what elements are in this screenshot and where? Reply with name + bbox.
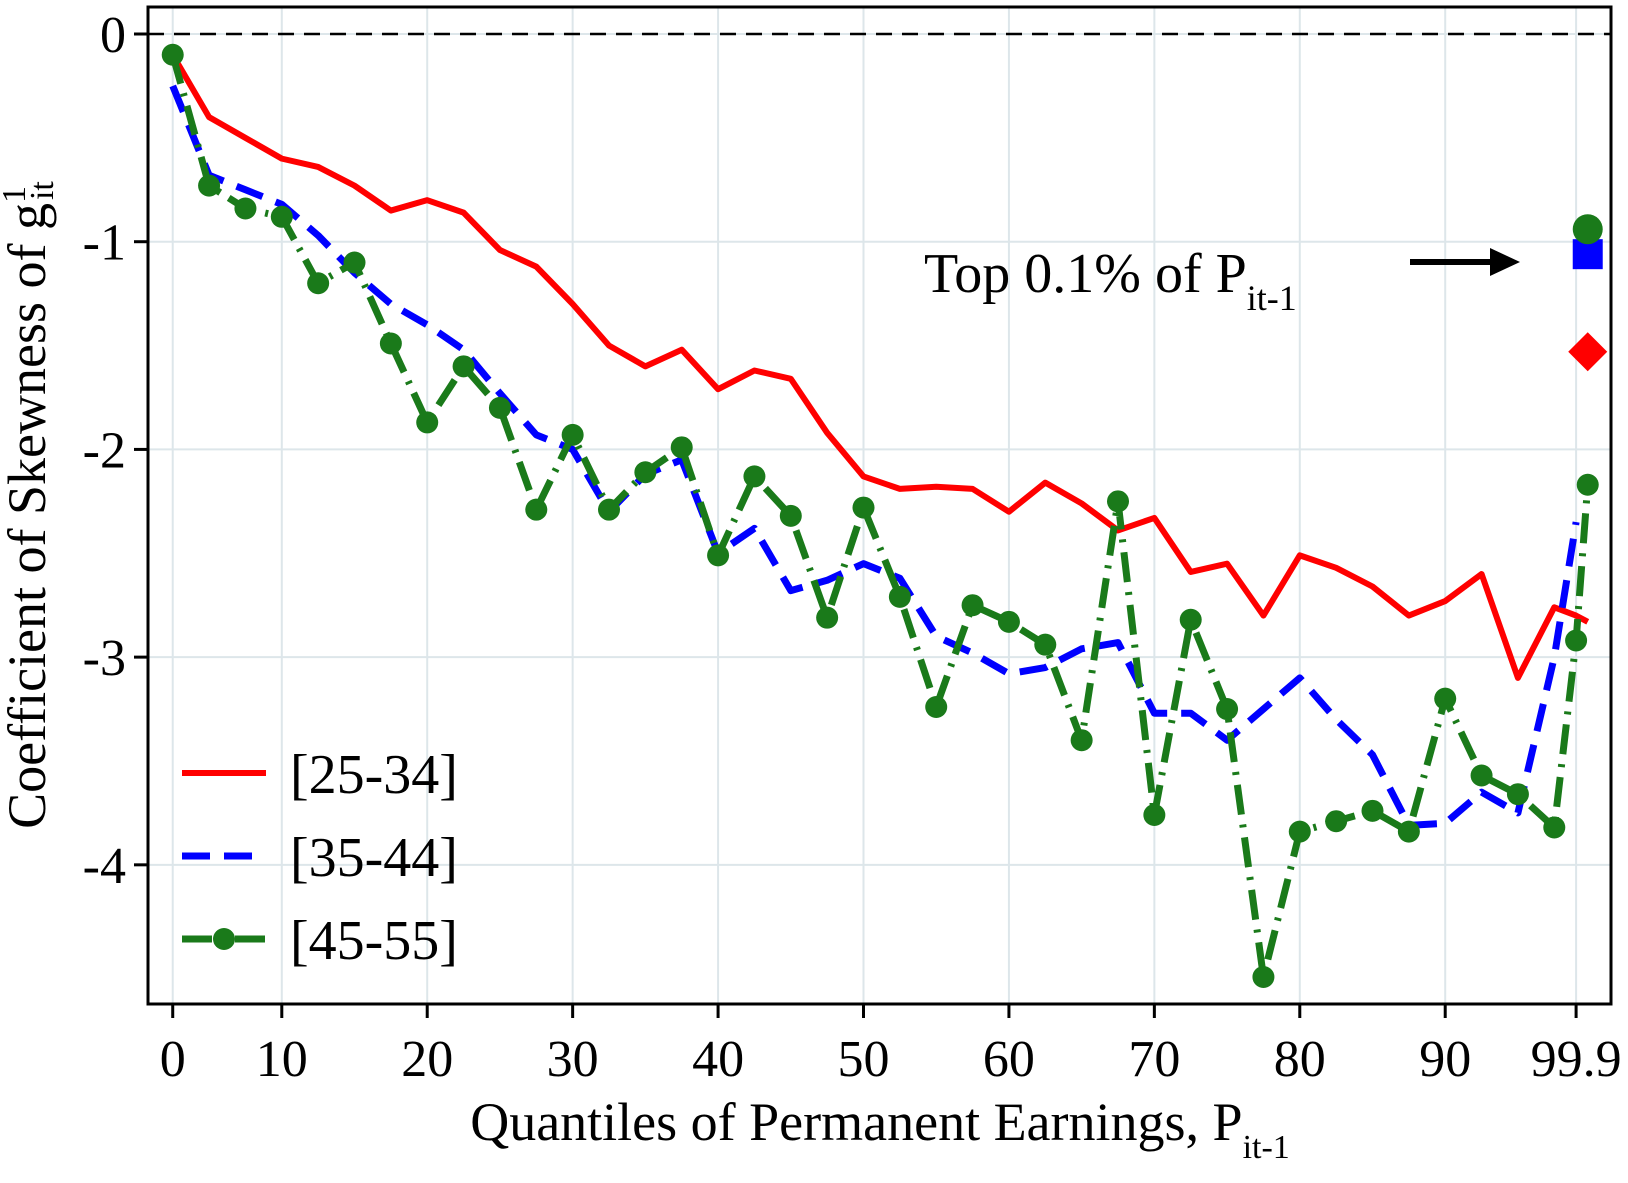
marker bbox=[1325, 810, 1348, 833]
y-tick-label: 0 bbox=[100, 7, 126, 64]
marker bbox=[925, 695, 948, 718]
marker bbox=[1470, 764, 1493, 787]
marker bbox=[961, 594, 984, 617]
y-axis-label: Coefficient of Skewness of g1it bbox=[0, 181, 61, 829]
legend-label: [45-55] bbox=[290, 910, 458, 972]
marker bbox=[1107, 490, 1130, 513]
series-line bbox=[169, 53, 1592, 981]
y-axis-label-sup: 1 bbox=[0, 186, 33, 203]
x-tick-label: 10 bbox=[256, 1031, 308, 1088]
marker bbox=[634, 461, 657, 484]
marker bbox=[1070, 729, 1093, 752]
marker bbox=[888, 585, 911, 608]
y-axis-label-text: Coefficient of Skewness of g bbox=[0, 203, 57, 829]
marker bbox=[1565, 629, 1588, 652]
x-axis-label: Quantiles of Permanent Earnings, Pit-1 bbox=[470, 1092, 1290, 1166]
marker bbox=[416, 411, 439, 434]
marker bbox=[707, 544, 730, 567]
marker bbox=[743, 465, 766, 488]
annotation-arrowhead bbox=[1490, 248, 1520, 276]
marker bbox=[213, 928, 235, 950]
x-tick-label: 70 bbox=[1128, 1031, 1180, 1088]
x-tick-label: 40 bbox=[692, 1031, 744, 1088]
marker bbox=[452, 355, 475, 378]
marker bbox=[1568, 332, 1608, 372]
marker bbox=[525, 498, 548, 521]
marker bbox=[234, 197, 257, 220]
marker bbox=[488, 396, 511, 419]
legend: [25-34] [35-44] [45-55] bbox=[182, 744, 458, 972]
plot-frame bbox=[146, 5, 1613, 1006]
marker bbox=[816, 606, 839, 629]
marker bbox=[598, 498, 621, 521]
marker bbox=[1179, 608, 1202, 631]
x-tick-label: 50 bbox=[838, 1031, 890, 1088]
marker bbox=[161, 43, 184, 66]
marker bbox=[670, 436, 693, 459]
marker bbox=[379, 332, 402, 355]
x-tick-label: 0 bbox=[160, 1031, 186, 1088]
marker bbox=[1216, 698, 1239, 721]
marker bbox=[1252, 965, 1275, 988]
grid bbox=[134, 7, 1611, 1018]
marker bbox=[1572, 214, 1603, 245]
x-tick-label: 30 bbox=[547, 1031, 599, 1088]
x-axis-label-sub: it-1 bbox=[1243, 1129, 1290, 1166]
x-axis-label-text: Quantiles of Permanent Earnings, P bbox=[470, 1092, 1242, 1152]
x-tick-label: 80 bbox=[1274, 1031, 1326, 1088]
marker bbox=[1543, 816, 1566, 839]
marker bbox=[1143, 803, 1166, 826]
marker bbox=[779, 504, 802, 527]
marker bbox=[270, 205, 293, 228]
y-axis-label-sub: it bbox=[24, 181, 61, 200]
series-line bbox=[169, 84, 1580, 829]
marker bbox=[198, 174, 221, 197]
annotation: Top 0.1% of Pit-1 bbox=[924, 243, 1297, 318]
annotation-sub: it-1 bbox=[1247, 278, 1297, 318]
marker bbox=[852, 496, 875, 519]
marker bbox=[1434, 687, 1457, 710]
marker bbox=[997, 610, 1020, 633]
x-tick-label: 90 bbox=[1419, 1031, 1471, 1088]
legend-label: [25-34] bbox=[290, 744, 458, 806]
x-tick-label: 99.9 bbox=[1531, 1031, 1622, 1088]
marker bbox=[1506, 783, 1529, 806]
x-tick-label: 20 bbox=[401, 1031, 453, 1088]
marker bbox=[1576, 473, 1599, 496]
annotation-text: Top 0.1% of P bbox=[924, 243, 1247, 305]
marker bbox=[307, 272, 330, 295]
y-tick-label: -3 bbox=[83, 630, 126, 687]
legend-label: [35-44] bbox=[290, 827, 458, 889]
plot-area bbox=[148, 32, 1611, 988]
y-tick-label: -1 bbox=[83, 215, 126, 272]
marker bbox=[561, 423, 584, 446]
marker bbox=[1397, 820, 1420, 843]
marker bbox=[343, 251, 366, 274]
marker bbox=[1034, 633, 1057, 656]
x-tick-label: 60 bbox=[983, 1031, 1035, 1088]
series-line bbox=[170, 53, 1590, 681]
y-tick-label: -2 bbox=[83, 422, 126, 479]
marker bbox=[1361, 799, 1384, 822]
y-tick-label: -4 bbox=[83, 838, 126, 895]
marker bbox=[1288, 820, 1311, 843]
